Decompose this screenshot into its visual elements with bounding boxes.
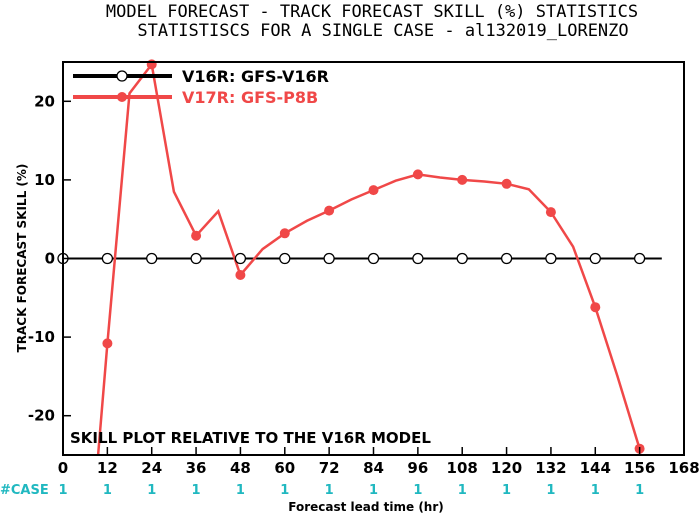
x-tick-label: 168	[668, 459, 699, 477]
data-point-v16r	[323, 252, 335, 265]
case-count: 1	[546, 483, 555, 498]
x-tick-label: 96	[407, 459, 428, 477]
case-count: 1	[502, 483, 511, 498]
data-point-v16r	[101, 252, 114, 265]
x-axis-title: Forecast lead time (hr)	[288, 500, 444, 514]
x-tick-label: 144	[580, 459, 611, 477]
case-count: 1	[192, 483, 201, 498]
data-point-v17r	[279, 228, 290, 239]
x-tick-label: 72	[319, 459, 340, 477]
data-point-v16r	[279, 252, 291, 265]
data-point-v17r	[102, 338, 113, 349]
skill-annotation: SKILL PLOT RELATIVE TO THE V16R MODEL	[70, 429, 431, 447]
x-tick-label: 36	[186, 459, 207, 477]
data-point-v17r	[545, 207, 556, 218]
x-tick-label: 84	[363, 459, 384, 477]
legend-label-v16r: V16R: GFS-V16R	[182, 67, 329, 86]
series-line-v17r	[96, 62, 641, 455]
y-axis-title: TRACK FORECAST SKILL (%)	[15, 164, 29, 353]
case-count: 1	[147, 483, 156, 498]
x-tick-label: 60	[274, 459, 295, 477]
data-point-v16r	[589, 252, 601, 265]
data-point-v16r	[146, 252, 158, 265]
case-count: 1	[635, 483, 644, 498]
chart-subtitle: STATISTISCS FOR A SINGLE CASE - al132019…	[137, 21, 628, 41]
x-tick-label: 24	[141, 459, 162, 477]
data-point-v17r	[235, 270, 246, 280]
y-tick-label: -20	[28, 407, 55, 425]
data-point-v16r	[412, 252, 424, 265]
case-count: 1	[103, 483, 112, 498]
x-tick-label: 48	[230, 459, 251, 477]
marker-layer	[57, 59, 646, 454]
legend-marker-v17r	[117, 92, 127, 102]
y-tick-label: 0	[45, 250, 55, 268]
legend-label-v17r: V17R: GFS-P8B	[182, 88, 318, 107]
case-count: 1	[58, 483, 67, 498]
case-label: #CASE	[0, 483, 49, 498]
x-tick-label: 120	[491, 459, 522, 477]
y-tick-label: -10	[28, 328, 55, 346]
case-count: 1	[280, 483, 289, 498]
series-layer	[63, 62, 662, 455]
case-count: 1	[236, 483, 245, 498]
data-point-v16r	[456, 252, 468, 265]
case-count: 1	[458, 483, 467, 498]
x-tick-label: 0	[58, 459, 68, 477]
case-count: 1	[413, 483, 422, 498]
data-point-v16r	[367, 252, 380, 265]
y-tick-label: 10	[34, 171, 55, 189]
x-tick-label: 132	[535, 459, 566, 477]
data-point-v16r	[500, 252, 513, 265]
data-point-v17r	[368, 185, 379, 196]
data-point-v17r	[457, 174, 468, 185]
case-count: 1	[591, 483, 600, 498]
x-tick-label: 108	[447, 459, 478, 477]
y-tick-label: 20	[34, 92, 55, 110]
data-point-v16r	[633, 252, 646, 265]
data-point-v16r	[190, 252, 202, 265]
data-point-v17r	[146, 59, 157, 70]
case-layer: 1 1 1 1 1 1 1 1 1 1 1 1 1 1	[58, 483, 644, 498]
data-point-v17r	[191, 230, 202, 241]
data-point-v17r	[324, 205, 335, 216]
legend: V16R: GFS-V16R V17R: GFS-P8B	[73, 67, 329, 107]
data-point-v17r	[412, 169, 423, 180]
x-tick-label: 156	[624, 459, 655, 477]
data-point-v17r	[590, 302, 601, 313]
chart-title: MODEL FORECAST - TRACK FORECAST SKILL (%…	[106, 2, 638, 22]
x-tick-label: 12	[97, 459, 118, 477]
data-point-v17r	[501, 178, 512, 189]
data-point-v16r	[234, 252, 247, 265]
case-count: 1	[369, 483, 378, 498]
case-count: 1	[325, 483, 334, 498]
data-point-v16r	[545, 252, 557, 265]
legend-marker-v16r	[116, 70, 128, 82]
tick-layer: 0 12 24 36 48 60 72 84 96 108 120 132 144 156 168 -20 -1…	[28, 92, 700, 477]
